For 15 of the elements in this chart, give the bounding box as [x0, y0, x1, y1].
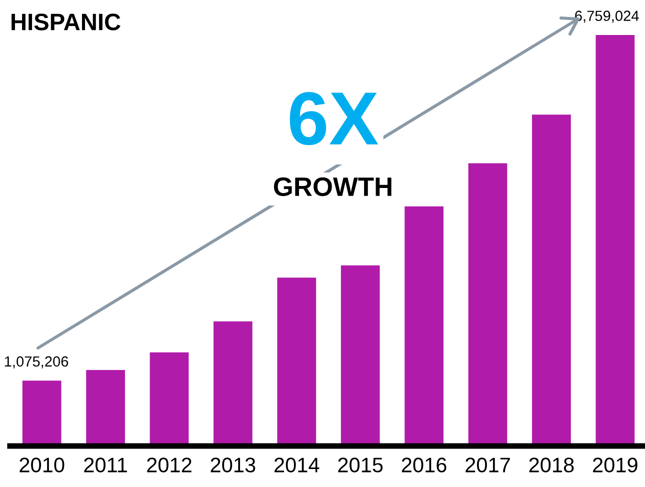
- x-tick-label: 2013: [210, 458, 256, 472]
- x-tick-label: 2012: [147, 458, 192, 472]
- data-label: 1,075,206: [4, 356, 68, 368]
- x-tick-label: 2010: [20, 458, 64, 472]
- x-tick-label: 2017: [466, 458, 510, 472]
- chart-title: HISPANIC: [12, 14, 120, 30]
- x-tick-label: 2014: [274, 458, 320, 472]
- x-tick-label: 2015: [338, 458, 383, 472]
- x-tick-label: 2016: [402, 458, 446, 472]
- x-tick-label: 2011: [84, 458, 127, 472]
- annotation: GROWTH: [274, 177, 392, 196]
- annotation: 6X: [290, 92, 378, 146]
- x-tick-label: 2018: [529, 458, 574, 472]
- x-tick-label: 2019: [593, 458, 638, 472]
- data-label: 6,759,024: [575, 10, 639, 23]
